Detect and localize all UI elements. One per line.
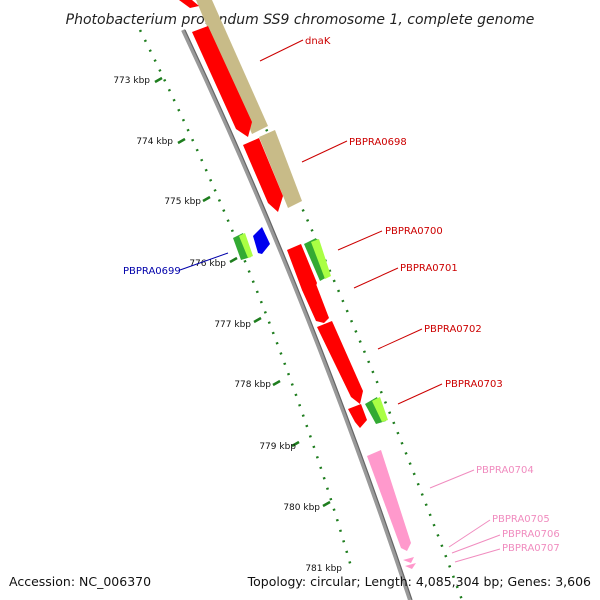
cds-arrow-pbpra0703[interactable] bbox=[348, 404, 367, 428]
kbp-label-775: 775 kbp bbox=[164, 197, 201, 207]
kbp-label-774: 774 kbp bbox=[136, 137, 173, 147]
gene-label-pbpra0698[interactable]: PBPRA0698 bbox=[349, 137, 407, 148]
cds-arrow-top[interactable] bbox=[179, 0, 199, 8]
leader-pbpra0702 bbox=[377, 328, 423, 350]
rna-feature-pbpra0706[interactable] bbox=[405, 563, 416, 569]
gene-label-pbpra0699[interactable]: PBPRA0699 bbox=[123, 266, 181, 277]
gene-label-pbpra0704[interactable]: PBPRA0704 bbox=[476, 465, 534, 476]
leader-pbpra0705 bbox=[448, 519, 491, 548]
cds-arrow-dnak[interactable] bbox=[192, 26, 252, 137]
kbp-label-777: 777 kbp bbox=[214, 320, 251, 330]
leader-pbpra0698 bbox=[301, 140, 348, 163]
leader-pbpra0699 bbox=[179, 252, 229, 271]
cds-arrow-pbpra0698[interactable] bbox=[243, 138, 283, 212]
leader-pbpra0706 bbox=[451, 534, 501, 554]
gene-label-pbpra0700[interactable]: PBPRA0700 bbox=[385, 226, 443, 237]
leader-pbpra0701 bbox=[353, 267, 399, 289]
tan-feature-1[interactable] bbox=[196, 0, 268, 134]
gene-label-pbpra0707[interactable]: PBPRA0707 bbox=[502, 543, 560, 554]
kbp-label-780: 780 kbp bbox=[283, 503, 320, 513]
map-title: Photobacterium profundum SS9 chromosome … bbox=[66, 12, 535, 28]
leader-pbpra0703 bbox=[397, 383, 443, 405]
genome-summary-text: Topology: circular; Length: 4,085,304 bp… bbox=[247, 574, 591, 589]
gene-label-pbpra0701[interactable]: PBPRA0701 bbox=[400, 263, 458, 274]
gene-label-pbpra0702[interactable]: PBPRA0702 bbox=[424, 324, 482, 335]
gene-label-pbpra0703[interactable]: PBPRA0703 bbox=[445, 379, 503, 390]
sequence-backbone bbox=[181, 29, 412, 600]
gene-label-dnak[interactable]: dnaK bbox=[305, 36, 331, 47]
cds-arrow-pbpra0701[interactable] bbox=[302, 284, 329, 323]
rna-feature-pbpra0705[interactable] bbox=[403, 557, 414, 563]
gene-label-pbpra0705[interactable]: PBPRA0705 bbox=[492, 514, 550, 525]
leader-pbpra0707 bbox=[454, 548, 501, 563]
tan-feature-2[interactable] bbox=[259, 130, 302, 208]
kbp-label-779: 779 kbp bbox=[259, 442, 296, 452]
leader-dnak bbox=[259, 39, 304, 62]
kbp-ticks bbox=[154, 76, 331, 508]
gene-label-pbpra0706[interactable]: PBPRA0706 bbox=[502, 529, 560, 540]
leader-pbpra0704 bbox=[429, 469, 475, 489]
kbp-label-778: 778 kbp bbox=[234, 380, 271, 390]
kbp-label-773: 773 kbp bbox=[113, 76, 150, 86]
kbp-label-781: 781 kbp bbox=[305, 564, 342, 574]
leader-pbpra0700 bbox=[337, 230, 383, 251]
cds-arrow-pbpra0702[interactable] bbox=[317, 321, 363, 404]
cds-arrow-pbpra0699[interactable] bbox=[253, 227, 270, 254]
rna-feature-pbpra0704[interactable] bbox=[367, 450, 411, 551]
accession-text: Accession: NC_006370 bbox=[9, 574, 151, 589]
kbp-label-776: 776 kbp bbox=[189, 259, 226, 269]
cds-arrow-pbpra0700[interactable] bbox=[287, 244, 317, 297]
